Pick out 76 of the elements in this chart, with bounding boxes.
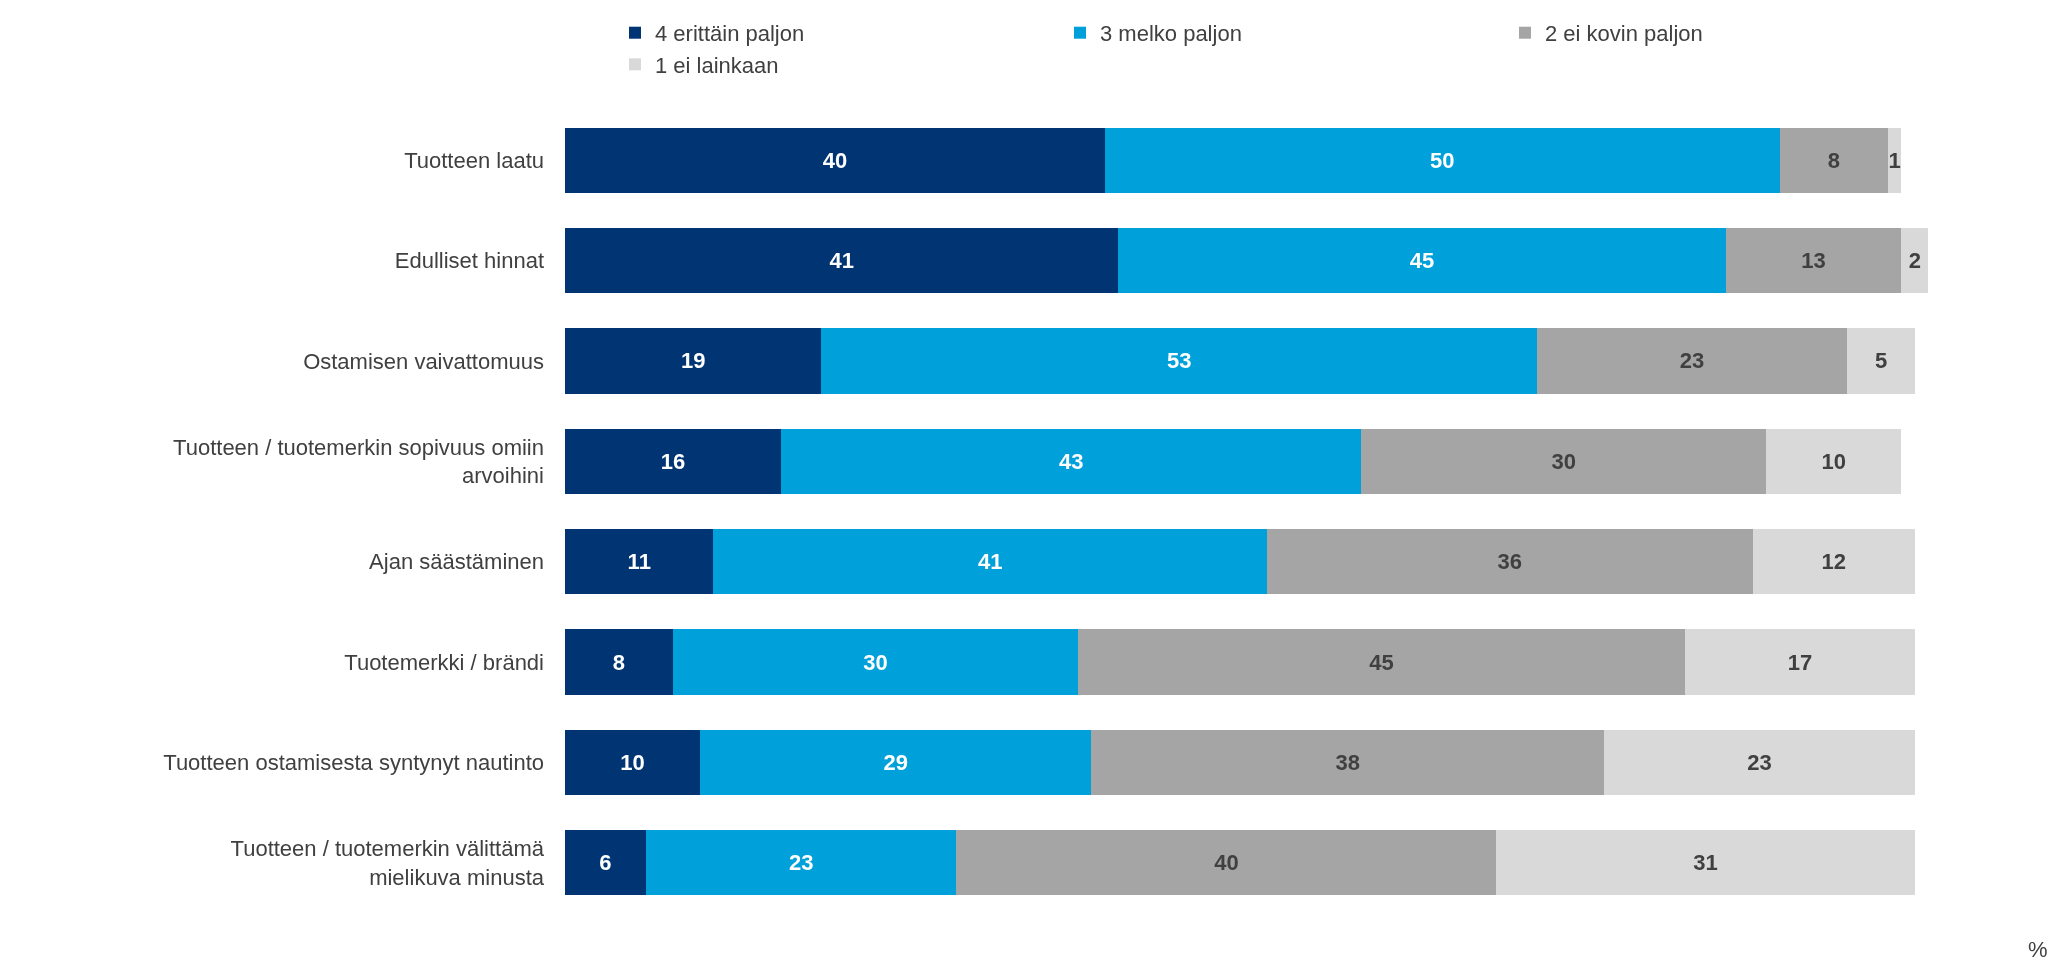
data-label: 10 bbox=[620, 749, 645, 775]
data-label: 38 bbox=[1335, 749, 1361, 775]
data-label: 5 bbox=[1874, 348, 1888, 374]
bar bbox=[821, 328, 1537, 394]
data-label: 30 bbox=[1551, 448, 1577, 474]
data-label: 2 bbox=[1908, 248, 1921, 274]
data-label: 8 bbox=[612, 649, 626, 675]
bar bbox=[1104, 127, 1780, 193]
bar bbox=[1091, 729, 1605, 796]
bar bbox=[565, 127, 1105, 193]
data-label: 40 bbox=[1214, 850, 1239, 876]
data-label: 30 bbox=[863, 649, 888, 675]
data-label: 40 bbox=[822, 147, 848, 173]
y-tick-label: Tuotteen / tuotemerkin välittämä mielikuva minusta bbox=[230, 836, 545, 890]
y-tick-label: Ostamisen vaivattomuus bbox=[303, 348, 544, 374]
bar bbox=[672, 629, 1078, 695]
data-label: 19 bbox=[680, 348, 706, 374]
bar bbox=[565, 830, 646, 896]
data-label: 31 bbox=[1693, 850, 1718, 876]
data-label: 50 bbox=[1430, 147, 1455, 173]
bar bbox=[1847, 328, 1915, 394]
bar bbox=[1118, 227, 1726, 294]
data-label: 17 bbox=[1787, 649, 1813, 675]
bar bbox=[565, 629, 673, 695]
bar bbox=[1752, 529, 1915, 595]
data-label: 1 bbox=[1888, 147, 1901, 173]
bar bbox=[1766, 428, 1902, 494]
y-tick-label: Tuotteen / tuotemerkin sopivuus omiin arvoihini bbox=[173, 434, 544, 489]
bar bbox=[1077, 629, 1686, 695]
data-label: 23 bbox=[788, 850, 814, 876]
y-tick-label: Edulliset hinnat bbox=[394, 248, 544, 274]
data-label: 12 bbox=[1821, 549, 1847, 575]
bar bbox=[713, 529, 1267, 595]
bar bbox=[565, 529, 714, 595]
bar bbox=[780, 428, 1362, 494]
bar bbox=[1685, 629, 1915, 695]
bar bbox=[1266, 529, 1753, 595]
y-tick-label: Tuotteen laatu bbox=[404, 147, 544, 173]
data-label: 10 bbox=[1821, 448, 1847, 474]
text: % bbox=[2028, 937, 2048, 962]
data-label: 53 bbox=[1166, 348, 1192, 374]
bar bbox=[1779, 127, 1888, 193]
bar bbox=[1496, 830, 1915, 896]
bar bbox=[1725, 227, 1902, 294]
y-tick-label: Tuotemerkki / brändi bbox=[344, 649, 544, 675]
legend-label: 4 erittäin paljon bbox=[655, 21, 805, 47]
data-label: 16 bbox=[660, 448, 686, 474]
bar bbox=[565, 227, 1119, 294]
bar bbox=[645, 830, 957, 896]
data-label: 6 bbox=[599, 850, 612, 876]
bar bbox=[565, 428, 781, 494]
data-label: 36 bbox=[1497, 549, 1523, 575]
bar bbox=[565, 729, 700, 796]
data-label: 29 bbox=[883, 749, 908, 775]
data-label: 45 bbox=[1369, 649, 1394, 675]
legend-label: 2 ei kovin paljon bbox=[1545, 21, 1703, 47]
data-label: 23 bbox=[1747, 749, 1772, 775]
y-tick-label: Ajan säästäminen bbox=[369, 549, 544, 575]
legend-label: 3 melko paljon bbox=[1100, 21, 1242, 47]
data-label: 45 bbox=[1409, 248, 1435, 274]
data-label: 41 bbox=[829, 248, 854, 274]
data-label: 23 bbox=[1679, 348, 1705, 374]
bar bbox=[699, 729, 1092, 796]
bar bbox=[1361, 428, 1767, 494]
bar bbox=[565, 328, 822, 394]
bar bbox=[1901, 227, 1929, 294]
data-label: 43 bbox=[1058, 448, 1084, 474]
bar bbox=[1536, 328, 1848, 394]
bar bbox=[1604, 729, 1915, 796]
data-label: 13 bbox=[1801, 248, 1826, 274]
bar bbox=[956, 830, 1497, 896]
data-label: 41 bbox=[977, 549, 1003, 575]
data-label: 11 bbox=[627, 549, 651, 575]
data-label: 8 bbox=[1827, 147, 1840, 173]
y-tick-label: Tuotteen ostamisesta syntynyt nautinto bbox=[163, 750, 544, 776]
legend-label: 1 ei lainkaan bbox=[655, 52, 779, 78]
